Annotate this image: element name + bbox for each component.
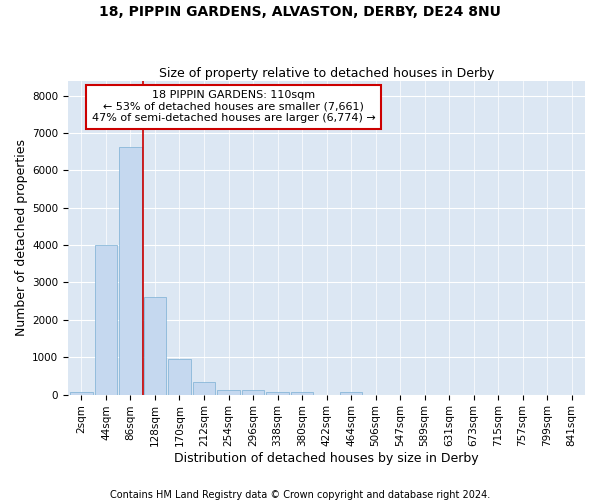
Bar: [70, 392, 92, 394]
Bar: [169, 358, 191, 394]
X-axis label: Distribution of detached houses by size in Derby: Distribution of detached houses by size …: [174, 452, 479, 465]
Title: Size of property relative to detached houses in Derby: Size of property relative to detached ho…: [159, 66, 494, 80]
Bar: [242, 390, 264, 394]
Bar: [340, 392, 362, 394]
Y-axis label: Number of detached properties: Number of detached properties: [15, 139, 28, 336]
Bar: [193, 382, 215, 394]
Bar: [144, 296, 166, 394]
Text: 18 PIPPIN GARDENS: 110sqm  
← 53% of detached houses are smaller (7,661)
47% of : 18 PIPPIN GARDENS: 110sqm ← 53% of detac…: [92, 90, 376, 124]
Bar: [119, 147, 142, 394]
Text: Contains HM Land Registry data © Crown copyright and database right 2024.: Contains HM Land Registry data © Crown c…: [110, 490, 490, 500]
Bar: [266, 392, 289, 394]
Bar: [217, 390, 239, 394]
Text: 18, PIPPIN GARDENS, ALVASTON, DERBY, DE24 8NU: 18, PIPPIN GARDENS, ALVASTON, DERBY, DE2…: [99, 5, 501, 19]
Bar: [291, 392, 313, 394]
Bar: [95, 245, 117, 394]
